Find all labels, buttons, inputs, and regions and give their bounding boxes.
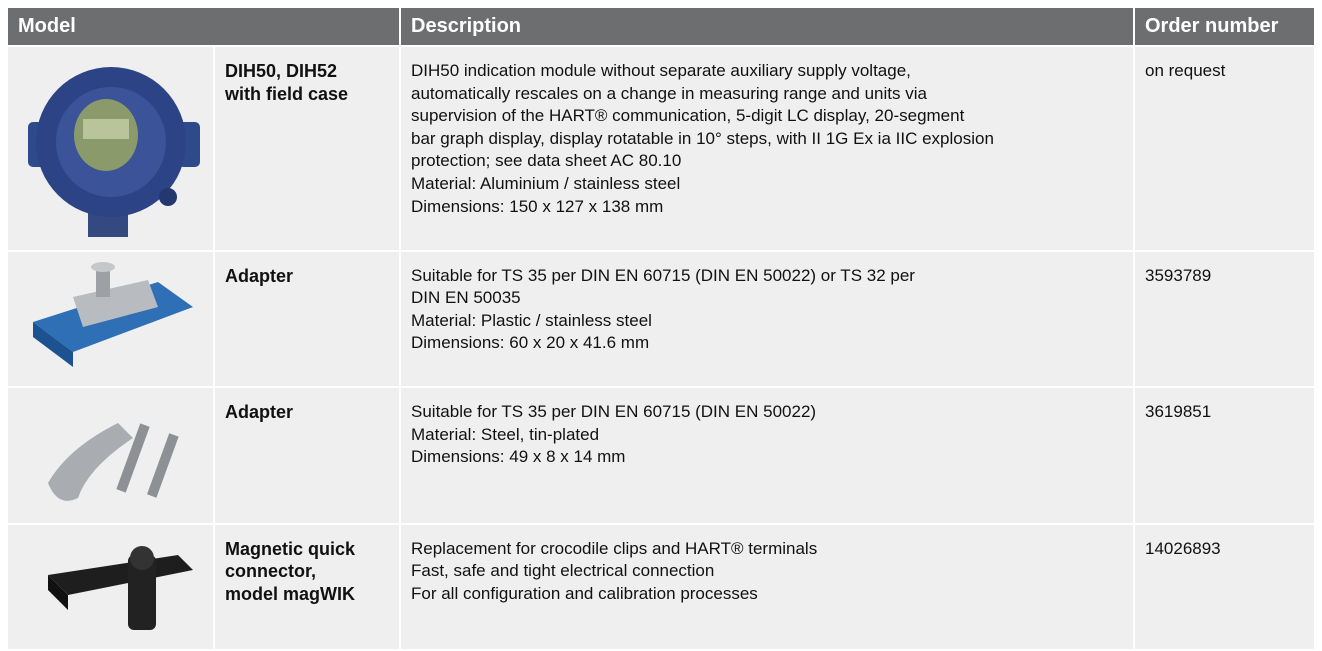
model-name-cell: Magnetic quick connector, model magWIK: [215, 524, 399, 650]
description-cell: Replacement for crocodile clips and HART…: [401, 524, 1133, 650]
model-name-cell: Adapter: [215, 251, 399, 387]
order-number-cell: 3619851: [1135, 388, 1314, 523]
description-line: bar graph display, display rotatable in …: [411, 128, 994, 148]
header-row: Model Description Order number: [8, 8, 1314, 45]
table-row: Adapter Suitable for TS 35 per DIN EN 607…: [8, 251, 1314, 387]
order-number-cell: on request: [1135, 47, 1314, 250]
description-line: DIH50 indication module without separate…: [411, 61, 911, 80]
description-line: DIN EN 50035: [411, 288, 521, 308]
model-name-line: model magWIK: [225, 583, 356, 604]
order-number-cell: 3593789: [1135, 251, 1314, 387]
model-name-line: with field case: [225, 83, 349, 104]
product-image: [8, 251, 213, 387]
description-cell: DIH50 indication module without separate…: [401, 47, 1133, 250]
description-line: Material: Steel, tin-plated: [411, 424, 600, 444]
model-name-line: DIH50, DIH52: [225, 61, 338, 81]
product-image: [8, 388, 213, 523]
description-line: Material: Plastic / stainless steel: [411, 310, 652, 330]
description-cell: Suitable for TS 35 per DIN EN 60715 (DIN…: [401, 251, 1133, 387]
model-name-line: Adapter: [225, 402, 294, 423]
order-number-cell: 14026893: [1135, 524, 1314, 650]
description-line: automatically rescales on a change in me…: [411, 83, 927, 103]
product-image: [8, 47, 213, 250]
description-cell: Suitable for TS 35 per DIN EN 60715 (DIN…: [401, 388, 1133, 523]
description-line: Suitable for TS 35 per DIN EN 60715 (DIN…: [411, 265, 915, 285]
description-line: Material: Aluminium / stainless steel: [411, 173, 681, 193]
model-name-line: Magnetic quick: [225, 538, 356, 559]
description-line: Fast, safe and tight electrical connecti…: [411, 561, 715, 581]
table-row: DIH50, DIH52 with field case DIH50 indicat…: [8, 47, 1314, 250]
description-line: Dimensions: 49 x 8 x 14 mm: [411, 447, 626, 467]
description-line: supervision of the HART® communication, …: [411, 106, 965, 126]
page: Model Description Order number DIH50, DI…: [8, 8, 1314, 650]
description-line: For all configuration and calibration pr…: [411, 583, 758, 603]
product-image: [8, 524, 213, 650]
model-name-cell: Adapter: [215, 388, 399, 523]
header-cell: Description: [401, 8, 1133, 45]
model-name-line: connector,: [225, 561, 317, 582]
table-row: Magnetic quick connector, model magWIK Repl…: [8, 524, 1314, 650]
model-name-cell: DIH50, DIH52 with field case: [215, 47, 399, 250]
description-line: Replacement for crocodile clips and HART…: [411, 538, 818, 558]
description-line: protection; see data sheet AC 80.10: [411, 151, 682, 171]
description-line: Dimensions: 150 x 127 x 138 mm: [411, 196, 664, 216]
table-row: Adapter Suitable for TS 35 per DIN EN 607…: [8, 388, 1314, 523]
description-line: Dimensions: 60 x 20 x 41.6 mm: [411, 333, 650, 353]
description-line: Suitable for TS 35 per DIN EN 60715 (DIN…: [411, 402, 817, 422]
header-cell: Model: [8, 8, 399, 45]
header-cell: Order number: [1135, 8, 1314, 45]
table-body: DIH50, DIH52 with field case DIH50 indicat…: [8, 47, 1314, 650]
accessories-table: Model Description Order number DIH50, DI…: [6, 6, 1316, 651]
model-name-line: Adapter: [225, 265, 294, 286]
